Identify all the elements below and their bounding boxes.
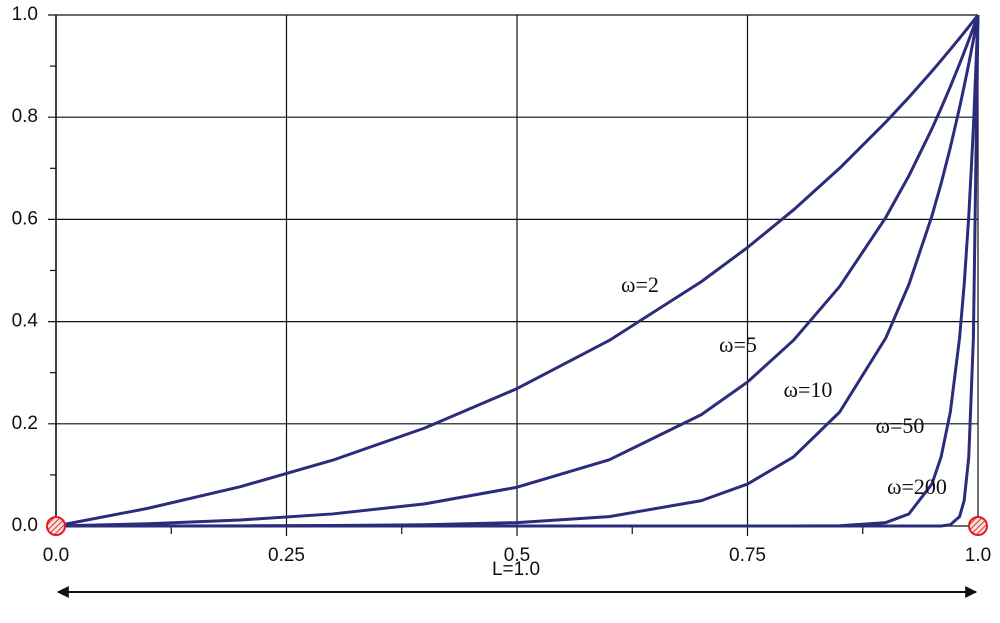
data-line	[55, 14, 980, 528]
y-tick-label: 1.0	[12, 4, 38, 25]
grid: 0.0 0.2 0.4 0.6 0.8 1.0 0.0 0.25 0.5 0.75 1.0	[12, 4, 992, 566]
x-tick-label: 1.0	[965, 545, 991, 566]
lines: ω=2 ω=5 ω=10 ω=50 ω=200	[55, 14, 980, 528]
y-tick-label: 0.4	[12, 311, 39, 332]
x-tick-label: 0.75	[729, 545, 766, 566]
series-label: ω=200	[887, 474, 947, 499]
series-label: ω=50	[876, 413, 925, 438]
data-line	[55, 14, 980, 528]
x-tick-label: 0.0	[43, 545, 69, 566]
data-line	[56, 14, 980, 528]
series-label: ω=2	[621, 272, 659, 297]
length-annotation: L=1.0	[492, 559, 540, 580]
y-tick-label: 0.2	[12, 413, 38, 434]
x-tick-label: 0.5	[504, 545, 530, 566]
x-tick-label: 0.25	[268, 545, 305, 566]
support	[46, 516, 66, 536]
y-tick-label: 0.6	[12, 208, 38, 229]
y-tick-label: 0.0	[12, 515, 38, 536]
y-tick-label: 0.8	[12, 106, 38, 127]
series-label: ω=10	[784, 377, 833, 402]
support	[968, 516, 988, 536]
series-label: ω=5	[719, 332, 757, 357]
